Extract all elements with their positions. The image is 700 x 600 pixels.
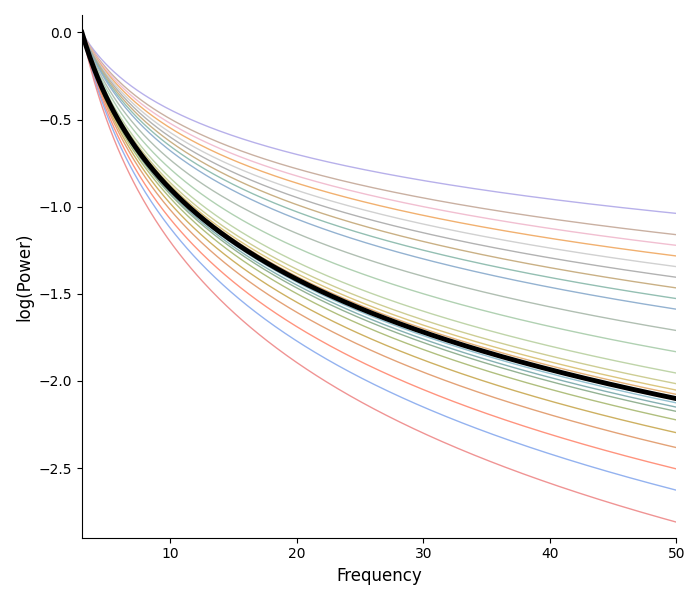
X-axis label: Frequency: Frequency bbox=[336, 567, 422, 585]
Y-axis label: log(Power): log(Power) bbox=[15, 232, 33, 320]
